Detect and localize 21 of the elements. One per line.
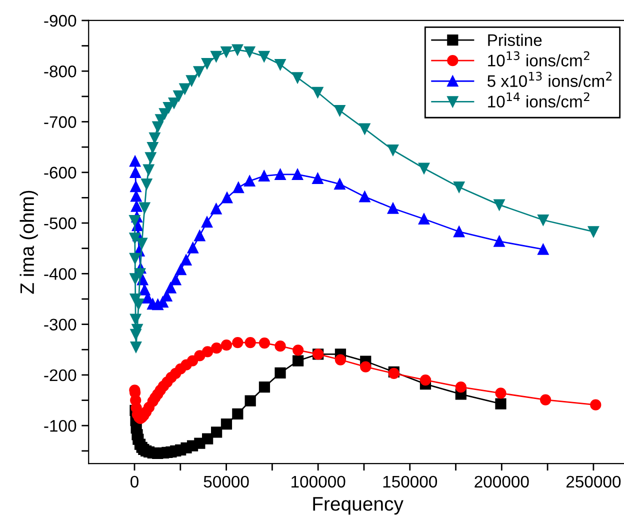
legend-label: 10$^{13}$ ions/cm$^{2}$ — [488, 51, 590, 66]
x-axis-title: Frequency — [313, 497, 404, 515]
x-tick-label: 200000 — [474, 476, 529, 488]
x-tick-label: 0 — [130, 476, 138, 488]
x-tick-label: 100000 — [292, 476, 346, 488]
y-tick-label: -900 — [44, 14, 76, 27]
y-tick-label: -100 — [44, 420, 76, 432]
y-tick-label: -200 — [44, 369, 76, 382]
x-tick-label: 150000 — [383, 476, 438, 488]
y-axis-title: Z ima (ohm) — [20, 190, 38, 294]
x-tick-label: 50000 — [204, 476, 249, 488]
y-tick-label: -400 — [44, 268, 76, 280]
y-tick-label: -600 — [44, 166, 76, 179]
x-tick-label: 250000 — [566, 476, 621, 488]
legend-label: Pristine — [488, 34, 542, 46]
y-tick-label: -300 — [44, 318, 76, 331]
legend-label: 5 x10$^{13}$ ions/cm$^{2}$ — [487, 72, 612, 87]
y-tick-label: -500 — [44, 217, 76, 230]
legend-label: 10$^{14}$ ions/cm$^{2}$ — [488, 92, 590, 108]
y-tick-label: -800 — [44, 66, 76, 78]
y-tick-label: -700 — [44, 116, 76, 128]
